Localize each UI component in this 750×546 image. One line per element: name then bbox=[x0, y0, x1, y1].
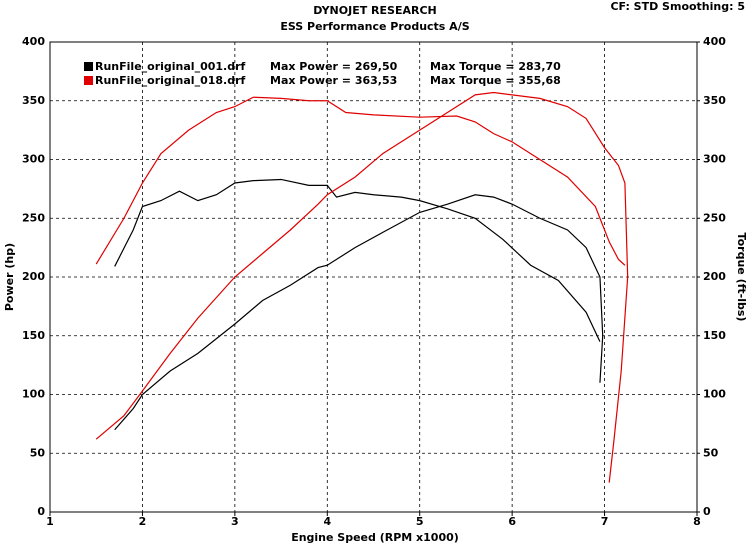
y2-tick-label: 0 bbox=[703, 505, 711, 518]
legend-max-torque: Max Torque = 283,70 bbox=[430, 60, 561, 73]
power-torque-curve bbox=[95, 91, 629, 483]
y2-tick-label: 200 bbox=[703, 270, 726, 283]
x-tick-label: 8 bbox=[693, 515, 701, 528]
y-tick-label: 0 bbox=[37, 505, 45, 518]
power-torque-curve bbox=[95, 96, 626, 266]
power-torque-curve bbox=[114, 178, 601, 342]
x-tick-label: 4 bbox=[323, 515, 331, 528]
legend-swatch bbox=[84, 62, 93, 71]
x-tick-label: 2 bbox=[139, 515, 147, 528]
legend-max-power: Max Power = 269,50 bbox=[270, 60, 398, 73]
y-tick-label: 300 bbox=[22, 153, 45, 166]
y-tick-label: 250 bbox=[22, 211, 45, 224]
y2-axis-label: Torque (ft-lbs) bbox=[735, 233, 748, 322]
y2-tick-label: 250 bbox=[703, 211, 726, 224]
legend-name: RunFile_original_018.drf bbox=[95, 74, 246, 87]
y-tick-label: 350 bbox=[22, 94, 45, 107]
legend-max-power: Max Power = 363,53 bbox=[270, 74, 397, 87]
y2-tick-label: 100 bbox=[703, 388, 726, 401]
chart-title: DYNOJET RESEARCH bbox=[313, 4, 436, 17]
y-axis-label: Power (hp) bbox=[3, 243, 16, 311]
x-tick-label: 1 bbox=[46, 515, 54, 528]
x-tick-label: 6 bbox=[508, 515, 516, 528]
x-tick-label: 5 bbox=[416, 515, 424, 528]
y2-tick-label: 350 bbox=[703, 94, 726, 107]
y-tick-label: 150 bbox=[22, 329, 45, 342]
y-tick-label: 400 bbox=[22, 35, 45, 48]
y2-tick-label: 150 bbox=[703, 329, 726, 342]
y-tick-label: 100 bbox=[22, 388, 45, 401]
y2-tick-label: 50 bbox=[703, 446, 719, 459]
y-tick-label: 50 bbox=[30, 446, 46, 459]
legend-swatch bbox=[84, 76, 93, 85]
legend-max-torque: Max Torque = 355,68 bbox=[430, 74, 561, 87]
y-tick-label: 200 bbox=[22, 270, 45, 283]
y2-tick-label: 400 bbox=[703, 35, 726, 48]
chart-subtitle: ESS Performance Products A/S bbox=[280, 20, 469, 33]
corner-note: CF: STD Smoothing: 5 bbox=[610, 0, 745, 13]
x-tick-label: 3 bbox=[231, 515, 239, 528]
x-tick-label: 7 bbox=[601, 515, 609, 528]
x-axis-label: Engine Speed (RPM x1000) bbox=[291, 531, 459, 544]
legend-name: RunFile_original_001.drf bbox=[95, 60, 246, 73]
y2-tick-label: 300 bbox=[703, 153, 726, 166]
power-torque-curve bbox=[114, 194, 604, 431]
